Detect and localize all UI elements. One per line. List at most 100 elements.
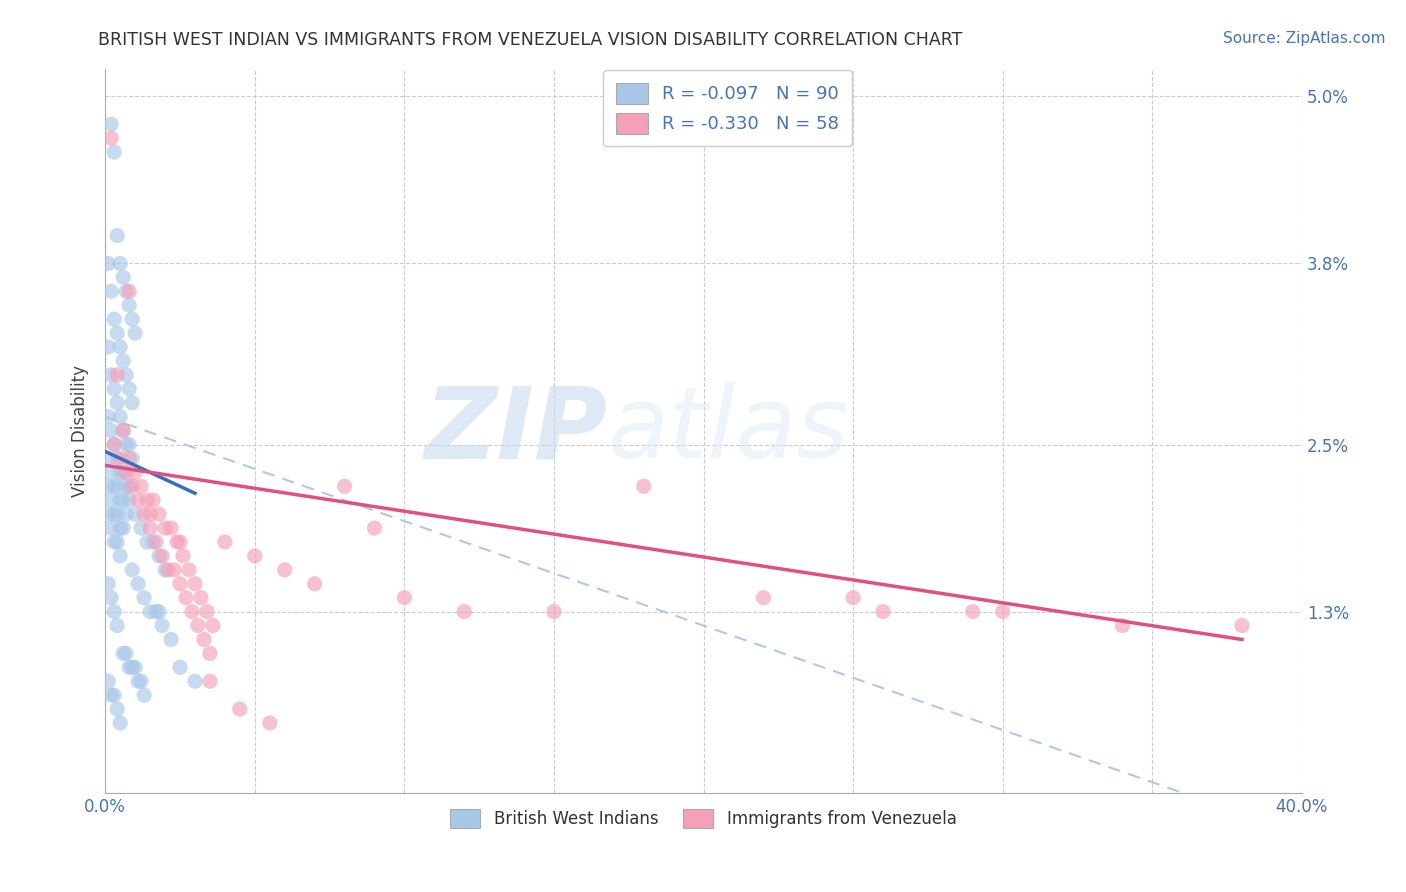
Point	[112, 493, 135, 508]
Point	[169, 660, 191, 674]
Point	[118, 660, 141, 674]
Point	[112, 647, 135, 661]
Point	[97, 409, 120, 424]
Point	[115, 647, 138, 661]
Point	[103, 382, 125, 396]
Point	[103, 688, 125, 702]
Point	[169, 576, 191, 591]
Point	[1111, 618, 1133, 632]
Point	[105, 395, 128, 409]
Point	[198, 674, 221, 689]
Point	[97, 507, 120, 521]
Point	[198, 647, 221, 661]
Point	[115, 507, 138, 521]
Point	[105, 507, 128, 521]
Point	[160, 632, 183, 647]
Point	[195, 605, 218, 619]
Legend: British West Indians, Immigrants from Venezuela: British West Indians, Immigrants from Ve…	[444, 803, 963, 835]
Point	[142, 493, 165, 508]
Point	[214, 535, 236, 549]
Point	[115, 466, 138, 480]
Point	[150, 618, 173, 632]
Point	[112, 424, 135, 438]
Point	[115, 285, 138, 299]
Point	[115, 437, 138, 451]
Point	[124, 660, 146, 674]
Point	[97, 576, 120, 591]
Point	[112, 270, 135, 285]
Point	[97, 674, 120, 689]
Point	[172, 549, 194, 563]
Point	[103, 479, 125, 493]
Point	[160, 521, 183, 535]
Point	[129, 521, 152, 535]
Point	[100, 591, 122, 605]
Point	[100, 424, 122, 438]
Point	[97, 479, 120, 493]
Point	[108, 716, 131, 731]
Point	[139, 507, 162, 521]
Point	[962, 605, 984, 619]
Point	[1230, 618, 1253, 632]
Point	[174, 591, 197, 605]
Point	[121, 660, 143, 674]
Point	[166, 535, 188, 549]
Point	[129, 479, 152, 493]
Point	[121, 395, 143, 409]
Point	[121, 563, 143, 577]
Point	[229, 702, 252, 716]
Point	[363, 521, 385, 535]
Point	[108, 466, 131, 480]
Point	[153, 563, 176, 577]
Point	[187, 618, 209, 632]
Point	[124, 466, 146, 480]
Point	[100, 285, 122, 299]
Point	[633, 479, 655, 493]
Point	[124, 507, 146, 521]
Point	[153, 521, 176, 535]
Point	[333, 479, 356, 493]
Point	[142, 535, 165, 549]
Point	[127, 674, 149, 689]
Point	[105, 451, 128, 466]
Point	[127, 493, 149, 508]
Point	[108, 409, 131, 424]
Point	[201, 618, 224, 632]
Point	[148, 507, 170, 521]
Point	[752, 591, 775, 605]
Point	[169, 535, 191, 549]
Point	[124, 326, 146, 340]
Point	[163, 563, 186, 577]
Point	[184, 576, 207, 591]
Point	[132, 688, 155, 702]
Point	[132, 591, 155, 605]
Point	[97, 340, 120, 354]
Point	[121, 451, 143, 466]
Point	[127, 576, 149, 591]
Point	[139, 605, 162, 619]
Point	[136, 493, 159, 508]
Point	[118, 382, 141, 396]
Point	[97, 256, 120, 270]
Point	[97, 451, 120, 466]
Point	[100, 368, 122, 382]
Point	[105, 326, 128, 340]
Point	[394, 591, 416, 605]
Point	[184, 674, 207, 689]
Point	[105, 228, 128, 243]
Point	[150, 549, 173, 563]
Point	[304, 576, 326, 591]
Point	[543, 605, 565, 619]
Point	[145, 605, 167, 619]
Point	[100, 131, 122, 145]
Point	[118, 437, 141, 451]
Point	[181, 605, 204, 619]
Point	[991, 605, 1014, 619]
Point	[112, 521, 135, 535]
Point	[118, 493, 141, 508]
Text: atlas: atlas	[607, 382, 849, 479]
Point	[112, 466, 135, 480]
Point	[139, 521, 162, 535]
Point	[100, 466, 122, 480]
Point	[129, 674, 152, 689]
